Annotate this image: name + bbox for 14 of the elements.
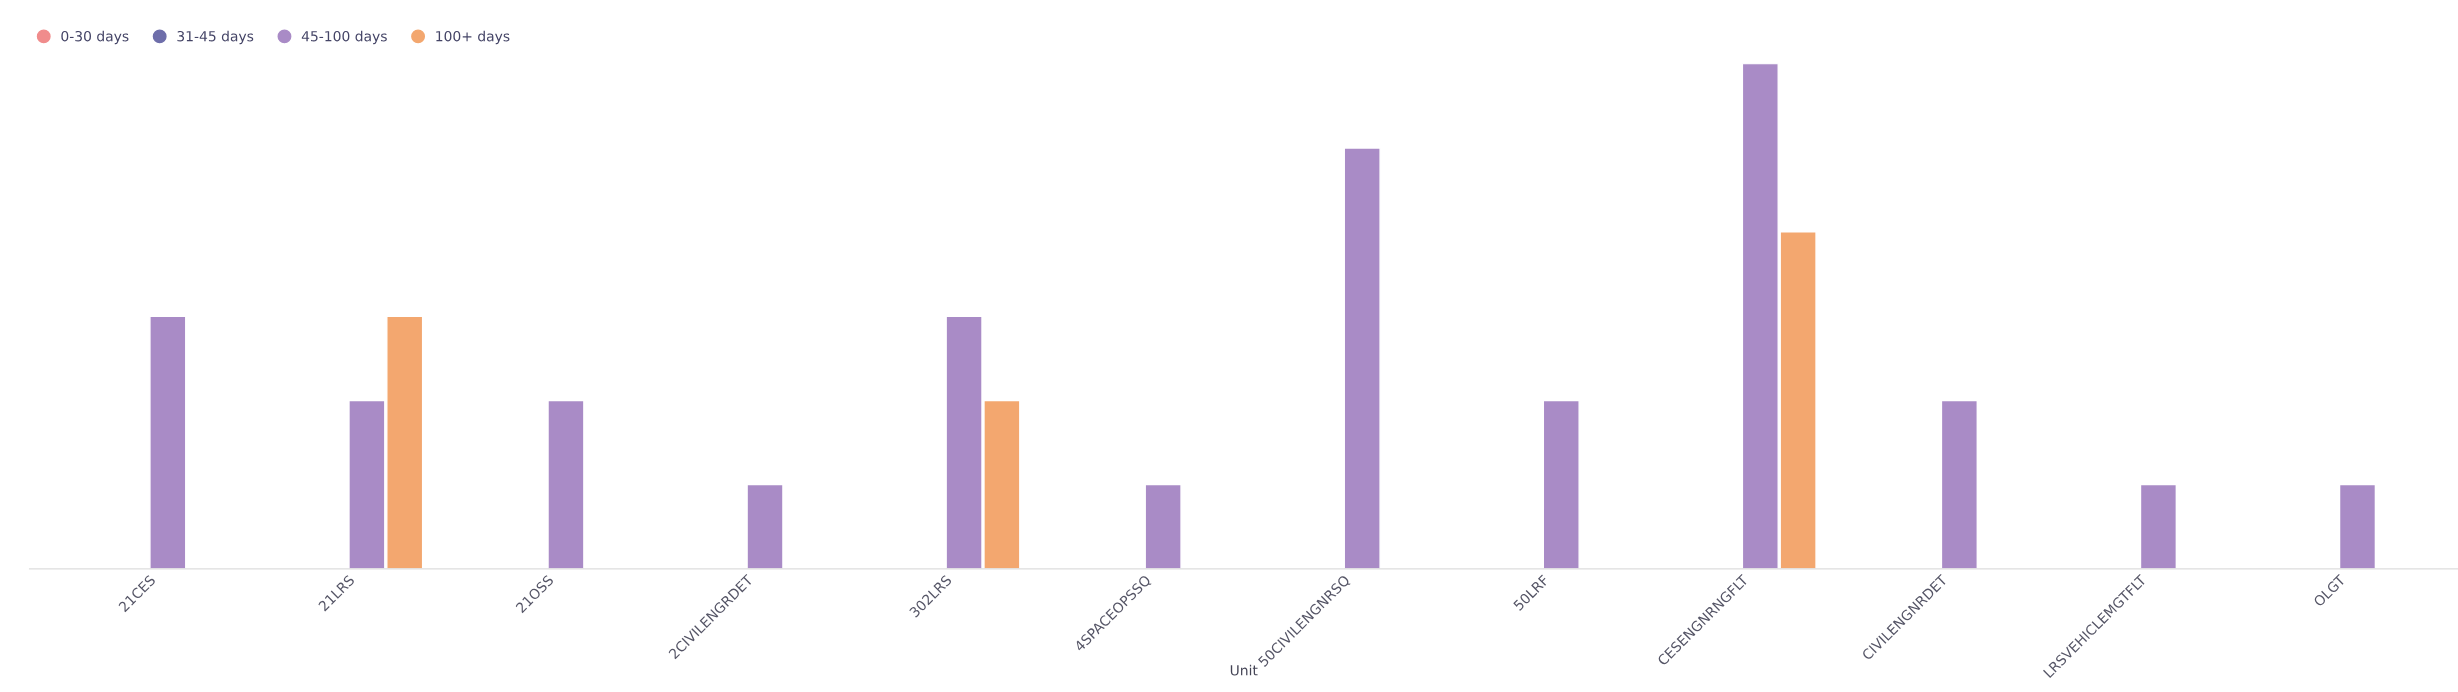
bar: [547, 399, 585, 569]
bar: [2139, 483, 2178, 569]
bar: [746, 483, 784, 569]
bar: [1940, 399, 1978, 569]
legend-label: 0-30 days: [61, 30, 129, 45]
legend-label: 100+ days: [436, 30, 510, 45]
bar: [149, 315, 187, 569]
bar: [1144, 483, 1182, 569]
x-axis-title: Unit: [1230, 664, 1258, 676]
legend-label: 45-100 days: [301, 30, 387, 45]
bar: [1542, 399, 1580, 569]
legend-label: 31-45 days: [177, 30, 254, 45]
bar: [2338, 483, 2377, 569]
bar: [1343, 147, 1381, 569]
